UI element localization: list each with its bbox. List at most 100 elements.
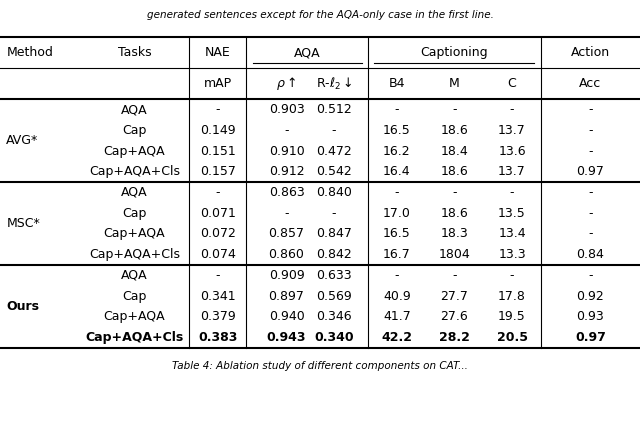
Text: Table 4: Ablation study of different components on CAT...: Table 4: Ablation study of different com…	[172, 361, 468, 370]
Text: 0.340: 0.340	[314, 331, 354, 344]
Text: 16.5: 16.5	[383, 124, 411, 137]
Text: 13.4: 13.4	[498, 228, 526, 240]
Text: 0.149: 0.149	[200, 124, 236, 137]
Text: B4: B4	[388, 77, 405, 90]
Text: AQA: AQA	[294, 46, 321, 60]
Text: 0.072: 0.072	[200, 228, 236, 240]
Text: Method: Method	[6, 46, 53, 60]
Text: AVG*: AVG*	[6, 134, 38, 147]
Text: 0.897: 0.897	[269, 290, 305, 303]
Text: 16.2: 16.2	[383, 145, 411, 157]
Text: -: -	[215, 103, 220, 116]
Text: 0.863: 0.863	[269, 186, 305, 199]
Text: M: M	[449, 77, 460, 90]
Text: 0.151: 0.151	[200, 145, 236, 157]
Text: NAE: NAE	[205, 46, 230, 60]
Text: -: -	[452, 103, 457, 116]
Text: -: -	[588, 124, 593, 137]
Text: 0.903: 0.903	[269, 103, 305, 116]
Text: 19.5: 19.5	[498, 310, 526, 323]
Text: 0.512: 0.512	[316, 103, 352, 116]
Text: 0.840: 0.840	[316, 186, 352, 199]
Text: 41.7: 41.7	[383, 310, 411, 323]
Text: 18.4: 18.4	[440, 145, 468, 157]
Text: Cap+AQA: Cap+AQA	[104, 145, 165, 157]
Text: Cap+AQA+Cls: Cap+AQA+Cls	[85, 331, 184, 344]
Text: 17.8: 17.8	[498, 290, 526, 303]
Text: -: -	[394, 103, 399, 116]
Text: 0.542: 0.542	[316, 165, 352, 178]
Text: 0.84: 0.84	[577, 248, 604, 261]
Text: Tasks: Tasks	[118, 46, 151, 60]
Text: 13.7: 13.7	[498, 165, 526, 178]
Text: AQA: AQA	[121, 103, 148, 116]
Text: 1804: 1804	[438, 248, 470, 261]
Text: Action: Action	[571, 46, 610, 60]
Text: -: -	[332, 124, 336, 137]
Text: -: -	[394, 269, 399, 282]
Text: 0.92: 0.92	[577, 290, 604, 303]
Text: 0.943: 0.943	[267, 331, 307, 344]
Text: 0.940: 0.940	[269, 310, 305, 323]
Text: 0.847: 0.847	[316, 228, 352, 240]
Text: 16.4: 16.4	[383, 165, 411, 178]
Text: 0.97: 0.97	[575, 331, 606, 344]
Text: 0.074: 0.074	[200, 248, 236, 261]
Text: 13.5: 13.5	[498, 207, 526, 220]
Text: 0.157: 0.157	[200, 165, 236, 178]
Text: 0.472: 0.472	[316, 145, 352, 157]
Text: -: -	[509, 186, 515, 199]
Text: Cap: Cap	[122, 207, 147, 220]
Text: 0.93: 0.93	[577, 310, 604, 323]
Text: -: -	[588, 103, 593, 116]
Text: -: -	[332, 207, 336, 220]
Text: -: -	[509, 103, 515, 116]
Text: 17.0: 17.0	[383, 207, 411, 220]
Text: -: -	[452, 186, 457, 199]
Text: R-$\ell_2\downarrow$: R-$\ell_2\downarrow$	[316, 76, 352, 92]
Text: 13.7: 13.7	[498, 124, 526, 137]
Text: -: -	[588, 186, 593, 199]
Text: 16.7: 16.7	[383, 248, 411, 261]
Text: 27.7: 27.7	[440, 290, 468, 303]
Text: 20.5: 20.5	[497, 331, 527, 344]
Text: 0.860: 0.860	[269, 248, 305, 261]
Text: 42.2: 42.2	[381, 331, 412, 344]
Text: -: -	[588, 228, 593, 240]
Text: C: C	[508, 77, 516, 90]
Text: 28.2: 28.2	[439, 331, 470, 344]
Text: -: -	[588, 145, 593, 157]
Text: 13.6: 13.6	[498, 145, 526, 157]
Text: MSC*: MSC*	[6, 217, 40, 230]
Text: -: -	[452, 269, 457, 282]
Text: 27.6: 27.6	[440, 310, 468, 323]
Text: Cap: Cap	[122, 290, 147, 303]
Text: -: -	[509, 269, 515, 282]
Text: -: -	[588, 207, 593, 220]
Text: 18.3: 18.3	[440, 228, 468, 240]
Text: mAP: mAP	[204, 77, 232, 90]
Text: Acc: Acc	[579, 77, 602, 90]
Text: 0.97: 0.97	[577, 165, 604, 178]
Text: 0.909: 0.909	[269, 269, 305, 282]
Text: AQA: AQA	[121, 269, 148, 282]
Text: AQA: AQA	[121, 186, 148, 199]
Text: 0.379: 0.379	[200, 310, 236, 323]
Text: 0.569: 0.569	[316, 290, 352, 303]
Text: Cap+AQA: Cap+AQA	[104, 310, 165, 323]
Text: 0.341: 0.341	[200, 290, 236, 303]
Text: 40.9: 40.9	[383, 290, 411, 303]
Text: Cap+AQA+Cls: Cap+AQA+Cls	[89, 165, 180, 178]
Text: -: -	[215, 186, 220, 199]
Text: Cap: Cap	[122, 124, 147, 137]
Text: 18.6: 18.6	[440, 207, 468, 220]
Text: -: -	[284, 124, 289, 137]
Text: Cap+AQA+Cls: Cap+AQA+Cls	[89, 248, 180, 261]
Text: 18.6: 18.6	[440, 124, 468, 137]
Text: 0.912: 0.912	[269, 165, 305, 178]
Text: 16.5: 16.5	[383, 228, 411, 240]
Text: Ours: Ours	[6, 300, 40, 313]
Text: 0.346: 0.346	[316, 310, 352, 323]
Text: generated sentences except for the AQA-only case in the first line.: generated sentences except for the AQA-o…	[147, 11, 493, 20]
Text: 0.383: 0.383	[198, 331, 237, 344]
